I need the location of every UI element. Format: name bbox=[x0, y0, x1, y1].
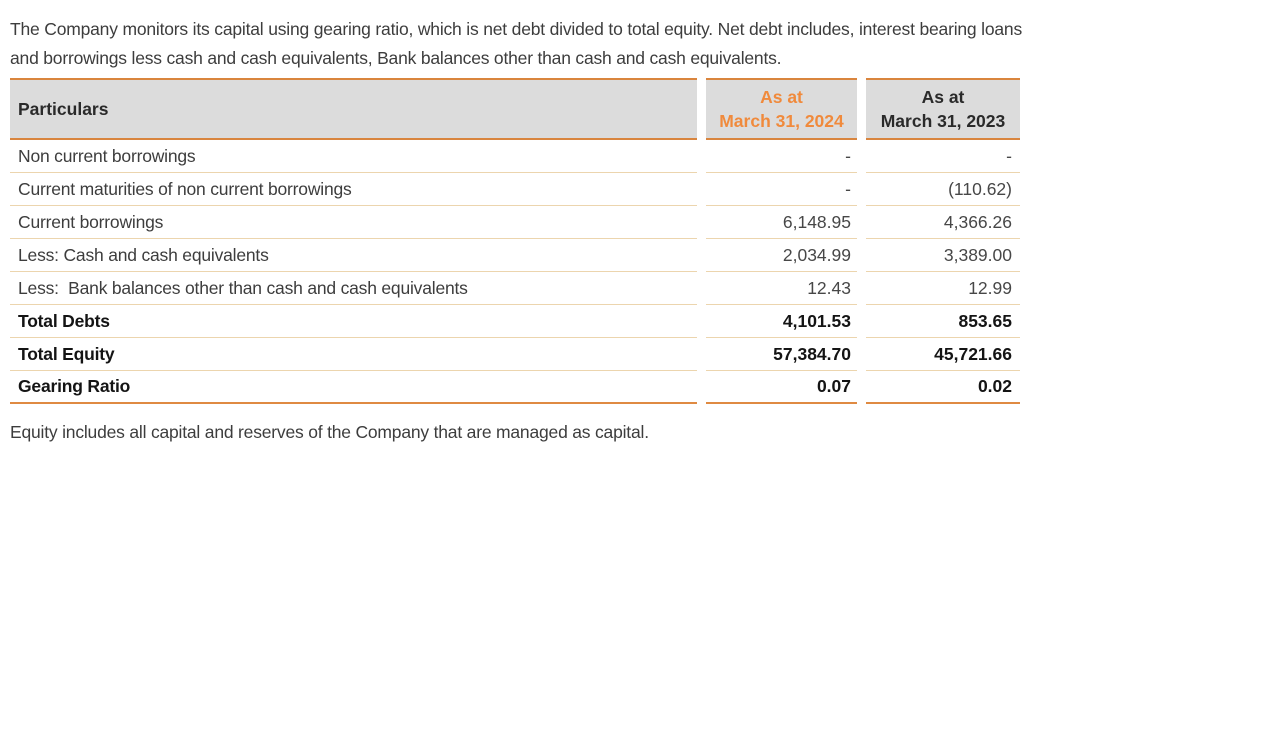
row-value-fy2023: 12.99 bbox=[866, 272, 1020, 305]
column-gap bbox=[857, 206, 866, 239]
column-gap bbox=[697, 78, 706, 140]
column-header-particulars-label: Particulars bbox=[18, 98, 109, 119]
column-gap bbox=[857, 239, 866, 272]
row-value-fy2023: 4,366.26 bbox=[866, 206, 1020, 239]
row-value-fy2023: (110.62) bbox=[866, 173, 1020, 206]
row-label: Current borrowings bbox=[10, 206, 697, 239]
column-gap bbox=[857, 78, 866, 140]
row-value-fy2024: 12.43 bbox=[706, 272, 857, 305]
column-gap bbox=[697, 305, 706, 338]
column-gap bbox=[857, 338, 866, 371]
table-body: Non current borrowings - - Current matur… bbox=[10, 140, 1020, 404]
column-header-fy2023-label: As at March 31, 2023 bbox=[880, 87, 1006, 131]
column-gap bbox=[857, 173, 866, 206]
row-value-fy2024: 2,034.99 bbox=[706, 239, 857, 272]
table-row: Non current borrowings - - bbox=[10, 140, 1020, 173]
footnote-paragraph: Equity includes all capital and reserves… bbox=[10, 422, 649, 442]
column-gap bbox=[857, 272, 866, 305]
row-value-fy2024: 4,101.53 bbox=[706, 305, 857, 338]
column-header-fy2024-label: As at March 31, 2024 bbox=[719, 87, 844, 131]
column-gap bbox=[857, 371, 866, 404]
column-header-particulars: Particulars bbox=[10, 78, 697, 140]
table-row: Less: Cash and cash equivalents 2,034.99… bbox=[10, 239, 1020, 272]
column-gap bbox=[697, 173, 706, 206]
row-label: Gearing Ratio bbox=[10, 371, 697, 404]
row-value-fy2024: 0.07 bbox=[706, 371, 857, 404]
row-value-fy2023: 853.65 bbox=[866, 305, 1020, 338]
column-gap bbox=[697, 140, 706, 173]
table-row-total-equity: Total Equity 57,384.70 45,721.66 bbox=[10, 338, 1020, 371]
gearing-ratio-table: Particulars As at March 31, 2024 As at M… bbox=[10, 78, 1020, 404]
intro-paragraph: The Company monitors its capital using g… bbox=[10, 19, 1022, 68]
row-value-fy2024: - bbox=[706, 173, 857, 206]
row-label: Less: Cash and cash equivalents bbox=[10, 239, 697, 272]
table-row: Current borrowings 6,148.95 4,366.26 bbox=[10, 206, 1020, 239]
column-gap bbox=[697, 239, 706, 272]
column-gap bbox=[697, 338, 706, 371]
row-value-fy2023: 0.02 bbox=[866, 371, 1020, 404]
row-label: Current maturities of non current borrow… bbox=[10, 173, 697, 206]
table-header-row: Particulars As at March 31, 2024 As at M… bbox=[10, 78, 1020, 140]
column-gap bbox=[697, 371, 706, 404]
row-label: Less: Bank balances other than cash and … bbox=[10, 272, 697, 305]
column-gap bbox=[857, 140, 866, 173]
column-gap bbox=[697, 272, 706, 305]
row-value-fy2024: - bbox=[706, 140, 857, 173]
table-row-gearing-ratio: Gearing Ratio 0.07 0.02 bbox=[10, 371, 1020, 404]
row-label: Non current borrowings bbox=[10, 140, 697, 173]
row-value-fy2023: - bbox=[866, 140, 1020, 173]
row-value-fy2024: 57,384.70 bbox=[706, 338, 857, 371]
row-label: Total Debts bbox=[10, 305, 697, 338]
table-row: Current maturities of non current borrow… bbox=[10, 173, 1020, 206]
column-header-fy2024: As at March 31, 2024 bbox=[706, 78, 857, 140]
column-gap bbox=[697, 206, 706, 239]
table-row: Less: Bank balances other than cash and … bbox=[10, 272, 1020, 305]
table-row-total-debts: Total Debts 4,101.53 853.65 bbox=[10, 305, 1020, 338]
column-gap bbox=[857, 305, 866, 338]
row-value-fy2024: 6,148.95 bbox=[706, 206, 857, 239]
row-value-fy2023: 45,721.66 bbox=[866, 338, 1020, 371]
row-label: Total Equity bbox=[10, 338, 697, 371]
column-header-fy2023: As at March 31, 2023 bbox=[866, 78, 1020, 140]
row-value-fy2023: 3,389.00 bbox=[866, 239, 1020, 272]
